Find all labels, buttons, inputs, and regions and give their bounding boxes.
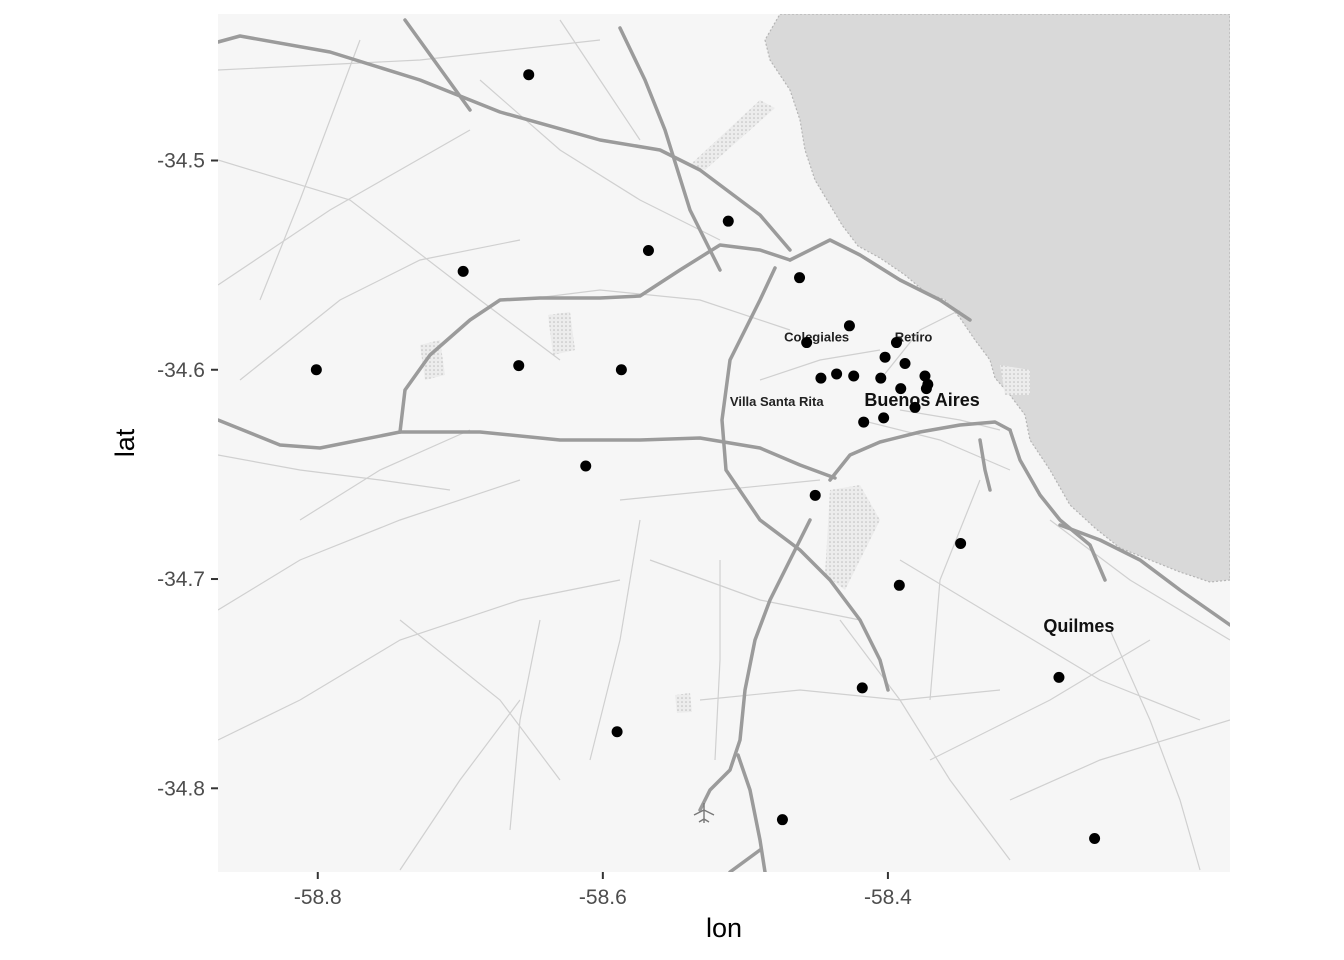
data-point [615, 364, 627, 376]
data-point [794, 272, 806, 284]
data-point [890, 337, 902, 349]
place-label-villa-santa-rita: Villa Santa Rita [730, 394, 824, 409]
x-axis: -58.8 -58.6 -58.4 [294, 872, 912, 909]
data-point [513, 360, 525, 372]
y-tick-label: -34.7 [157, 568, 205, 591]
data-point [1089, 833, 1101, 845]
data-point [895, 383, 907, 395]
data-point [856, 682, 868, 694]
data-point [1053, 671, 1065, 683]
y-axis-title: lat [110, 428, 140, 457]
park-area [1000, 365, 1030, 395]
x-tick-label: -58.8 [294, 886, 342, 909]
data-point [919, 370, 931, 382]
data-point [809, 489, 821, 501]
water-area [764, 14, 1230, 583]
data-point [523, 69, 535, 81]
y-tick-label: -34.5 [157, 149, 205, 172]
data-point [310, 364, 322, 376]
x-axis-title: lon [706, 913, 742, 943]
data-point [858, 416, 870, 428]
x-tick-label: -58.4 [864, 886, 912, 909]
y-tick-label: -34.8 [157, 777, 205, 800]
park-area [675, 693, 692, 713]
minor-roads [218, 19, 1230, 871]
place-label-quilmes: Quilmes [1043, 616, 1114, 636]
park-area [825, 485, 880, 590]
place-label-colegiales: Colegiales [784, 329, 849, 344]
park-area [420, 340, 445, 380]
data-point [893, 579, 905, 591]
airport-icon [693, 803, 715, 823]
x-tick-label: -58.6 [579, 886, 627, 909]
data-point [580, 460, 592, 472]
data-point [843, 320, 855, 332]
data-point [642, 244, 654, 256]
y-axis: -34.5 -34.6 -34.7 -34.8 [157, 149, 218, 800]
data-point [801, 337, 813, 349]
data-point [848, 370, 860, 382]
place-label-buenos-aires: Buenos Aires [864, 390, 979, 410]
park-area [548, 312, 575, 355]
data-point [611, 726, 623, 738]
data-points [310, 69, 1101, 845]
data-point [776, 814, 788, 826]
data-point [920, 383, 932, 395]
place-label-retiro: Retiro [895, 329, 933, 344]
data-point [457, 265, 469, 277]
data-point [815, 372, 827, 384]
data-point [722, 215, 734, 227]
data-point [955, 537, 967, 549]
basemap: Colegiales Retiro Villa Santa Rita Bueno… [218, 14, 1230, 872]
data-point [831, 368, 843, 380]
park-area [690, 100, 775, 170]
major-roads [218, 18, 1230, 872]
data-point [879, 351, 891, 363]
data-point [899, 357, 911, 369]
data-point [878, 412, 890, 424]
data-point [909, 401, 921, 413]
y-tick-label: -34.6 [157, 359, 205, 382]
data-point [875, 372, 887, 384]
place-labels: Colegiales Retiro Villa Santa Rita Bueno… [730, 329, 1115, 636]
